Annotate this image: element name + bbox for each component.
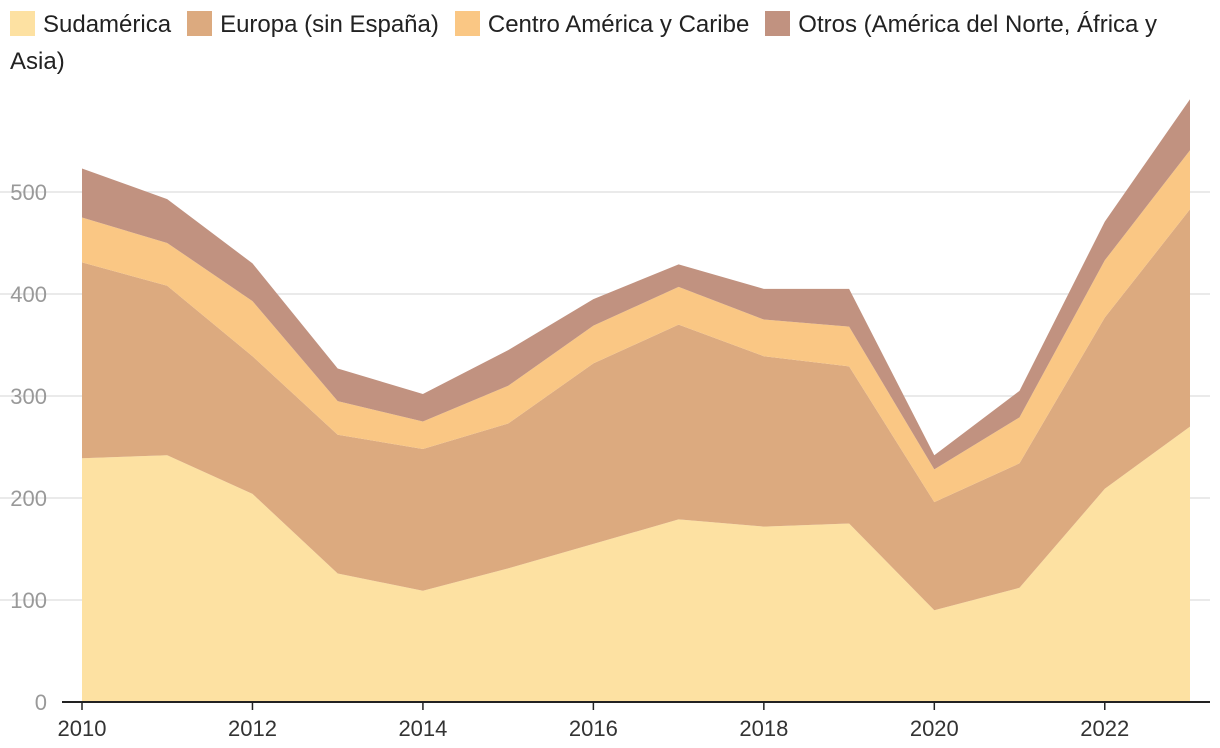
x-tick-label: 2022 [1080, 716, 1129, 741]
x-tick-label: 2010 [58, 716, 107, 741]
legend-item[interactable]: Europa (sin España) [187, 11, 439, 38]
legend-label: Sudamérica [43, 11, 172, 38]
area-layer [82, 99, 1190, 702]
legend-label: Europa (sin España) [220, 11, 439, 38]
area-series-1[interactable] [82, 426, 1190, 702]
x-tick-label: 2014 [398, 716, 447, 741]
legend-swatch [187, 11, 213, 36]
area-series-2[interactable] [82, 209, 1190, 611]
legend-item[interactable]: Sudamérica [10, 11, 171, 38]
area-series-4[interactable] [82, 99, 1190, 470]
axis-layer: 0 100 200 300 400 500 2010 2012 2014 2016 2018 2020… [10, 180, 1210, 741]
y-tick-label: 0 [35, 690, 47, 715]
area-series-3[interactable] [82, 150, 1190, 503]
legend-label: Otros (América del Norte, África y Asia) [10, 11, 1158, 75]
chart-legend: Sudamérica Europa (sin España) Centro Amér… [10, 6, 1200, 80]
y-tick-label: 100 [10, 588, 47, 613]
x-tick-label: 2020 [910, 716, 959, 741]
legend-label: Centro América y Caribe [487, 11, 750, 38]
legend-swatch [765, 11, 791, 36]
legend-swatch [454, 11, 480, 36]
y-tick-label: 200 [10, 486, 47, 511]
legend-swatch [10, 11, 35, 36]
legend-item[interactable]: Otros (América del Norte, África y Asia) [10, 11, 1157, 75]
y-tick-label: 400 [10, 282, 47, 307]
y-tick-label: 500 [10, 180, 47, 205]
legend-item[interactable]: Centro América y Caribe [454, 11, 750, 38]
y-tick-label: 300 [10, 384, 47, 409]
x-tick-label: 2018 [739, 716, 788, 741]
x-tick-label: 2016 [569, 716, 618, 741]
x-tick-label: 2012 [228, 716, 277, 741]
